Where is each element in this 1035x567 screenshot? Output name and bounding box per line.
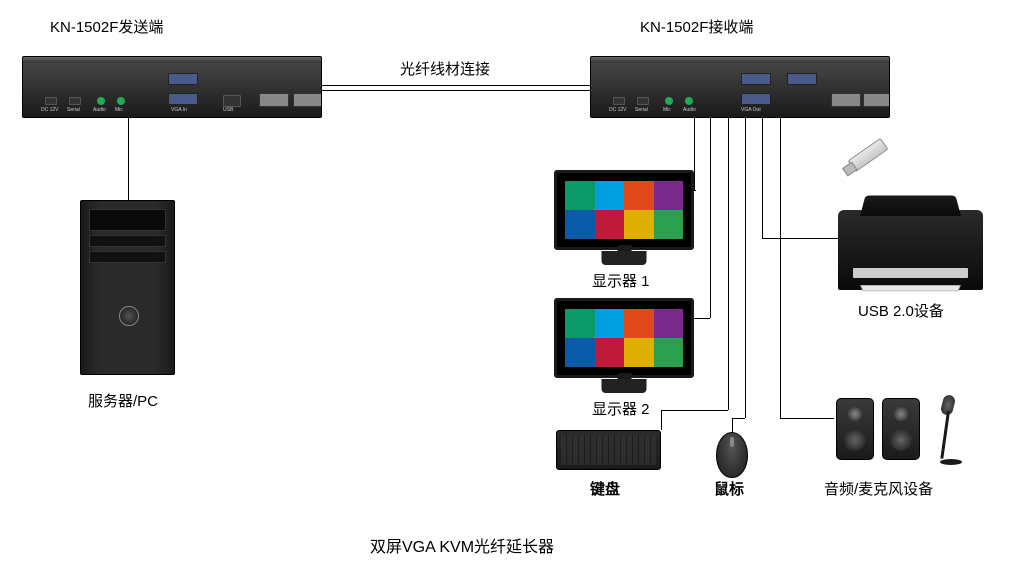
wire: [661, 410, 728, 411]
wire: [710, 118, 711, 318]
wire: [780, 118, 781, 418]
sender-kvm-box: DC 12V Serial Audio Mic VGA In USB: [22, 56, 322, 118]
port-label: VGA Out: [741, 107, 761, 113]
printer: [838, 210, 983, 290]
port-label: DC 12V: [609, 107, 627, 113]
wire: [732, 418, 733, 432]
mouse-label: 鼠标: [714, 478, 744, 499]
fiber-wire: [322, 85, 590, 86]
port-label: USB: [223, 107, 233, 113]
wire: [661, 410, 662, 430]
wire: [728, 118, 729, 410]
monitor-2: [554, 298, 694, 393]
wire: [762, 238, 838, 239]
speaker-left: [836, 398, 874, 460]
sender-label: KN-1502F发送端: [50, 16, 163, 37]
pc-label: 服务器/PC: [88, 390, 158, 411]
usb-stick: [848, 148, 888, 162]
pc-tower: [80, 200, 175, 375]
monitor2-label: 显示器 2: [592, 398, 650, 419]
mouse: [716, 432, 748, 478]
keyboard-label: 键盘: [590, 478, 620, 499]
monitor1-label: 显示器 1: [592, 270, 650, 291]
port-label: VGA In: [171, 107, 187, 113]
usb-label: USB 2.0设备: [858, 300, 944, 321]
receiver-label: KN-1502F接收端: [640, 16, 753, 37]
wire: [732, 418, 745, 419]
speaker-right: [882, 398, 920, 460]
port-label: Mic: [115, 107, 123, 113]
receiver-kvm-box: DC 12V Serial Mic Audio VGA Out: [590, 56, 890, 118]
wire: [694, 118, 695, 190]
page-title: 双屏VGA KVM光纤延长器: [370, 533, 554, 557]
wire: [780, 418, 834, 419]
port-label: Audio: [93, 107, 106, 113]
fiber-wire: [322, 90, 590, 91]
monitor-1: [554, 170, 694, 265]
microphone: [940, 395, 958, 465]
keyboard: [556, 430, 661, 470]
wire: [762, 118, 763, 238]
wire: [692, 190, 696, 191]
port-label: Serial: [67, 107, 80, 113]
port-label: Mic: [663, 107, 671, 113]
port-label: Serial: [635, 107, 648, 113]
audio-label: 音频/麦克风设备: [824, 478, 933, 499]
port-label: DC 12V: [41, 107, 59, 113]
port-label: Audio: [683, 107, 696, 113]
wire: [694, 318, 710, 319]
wire: [745, 118, 746, 418]
fiber-label: 光纤线材连接: [400, 58, 490, 79]
wire: [128, 118, 129, 200]
